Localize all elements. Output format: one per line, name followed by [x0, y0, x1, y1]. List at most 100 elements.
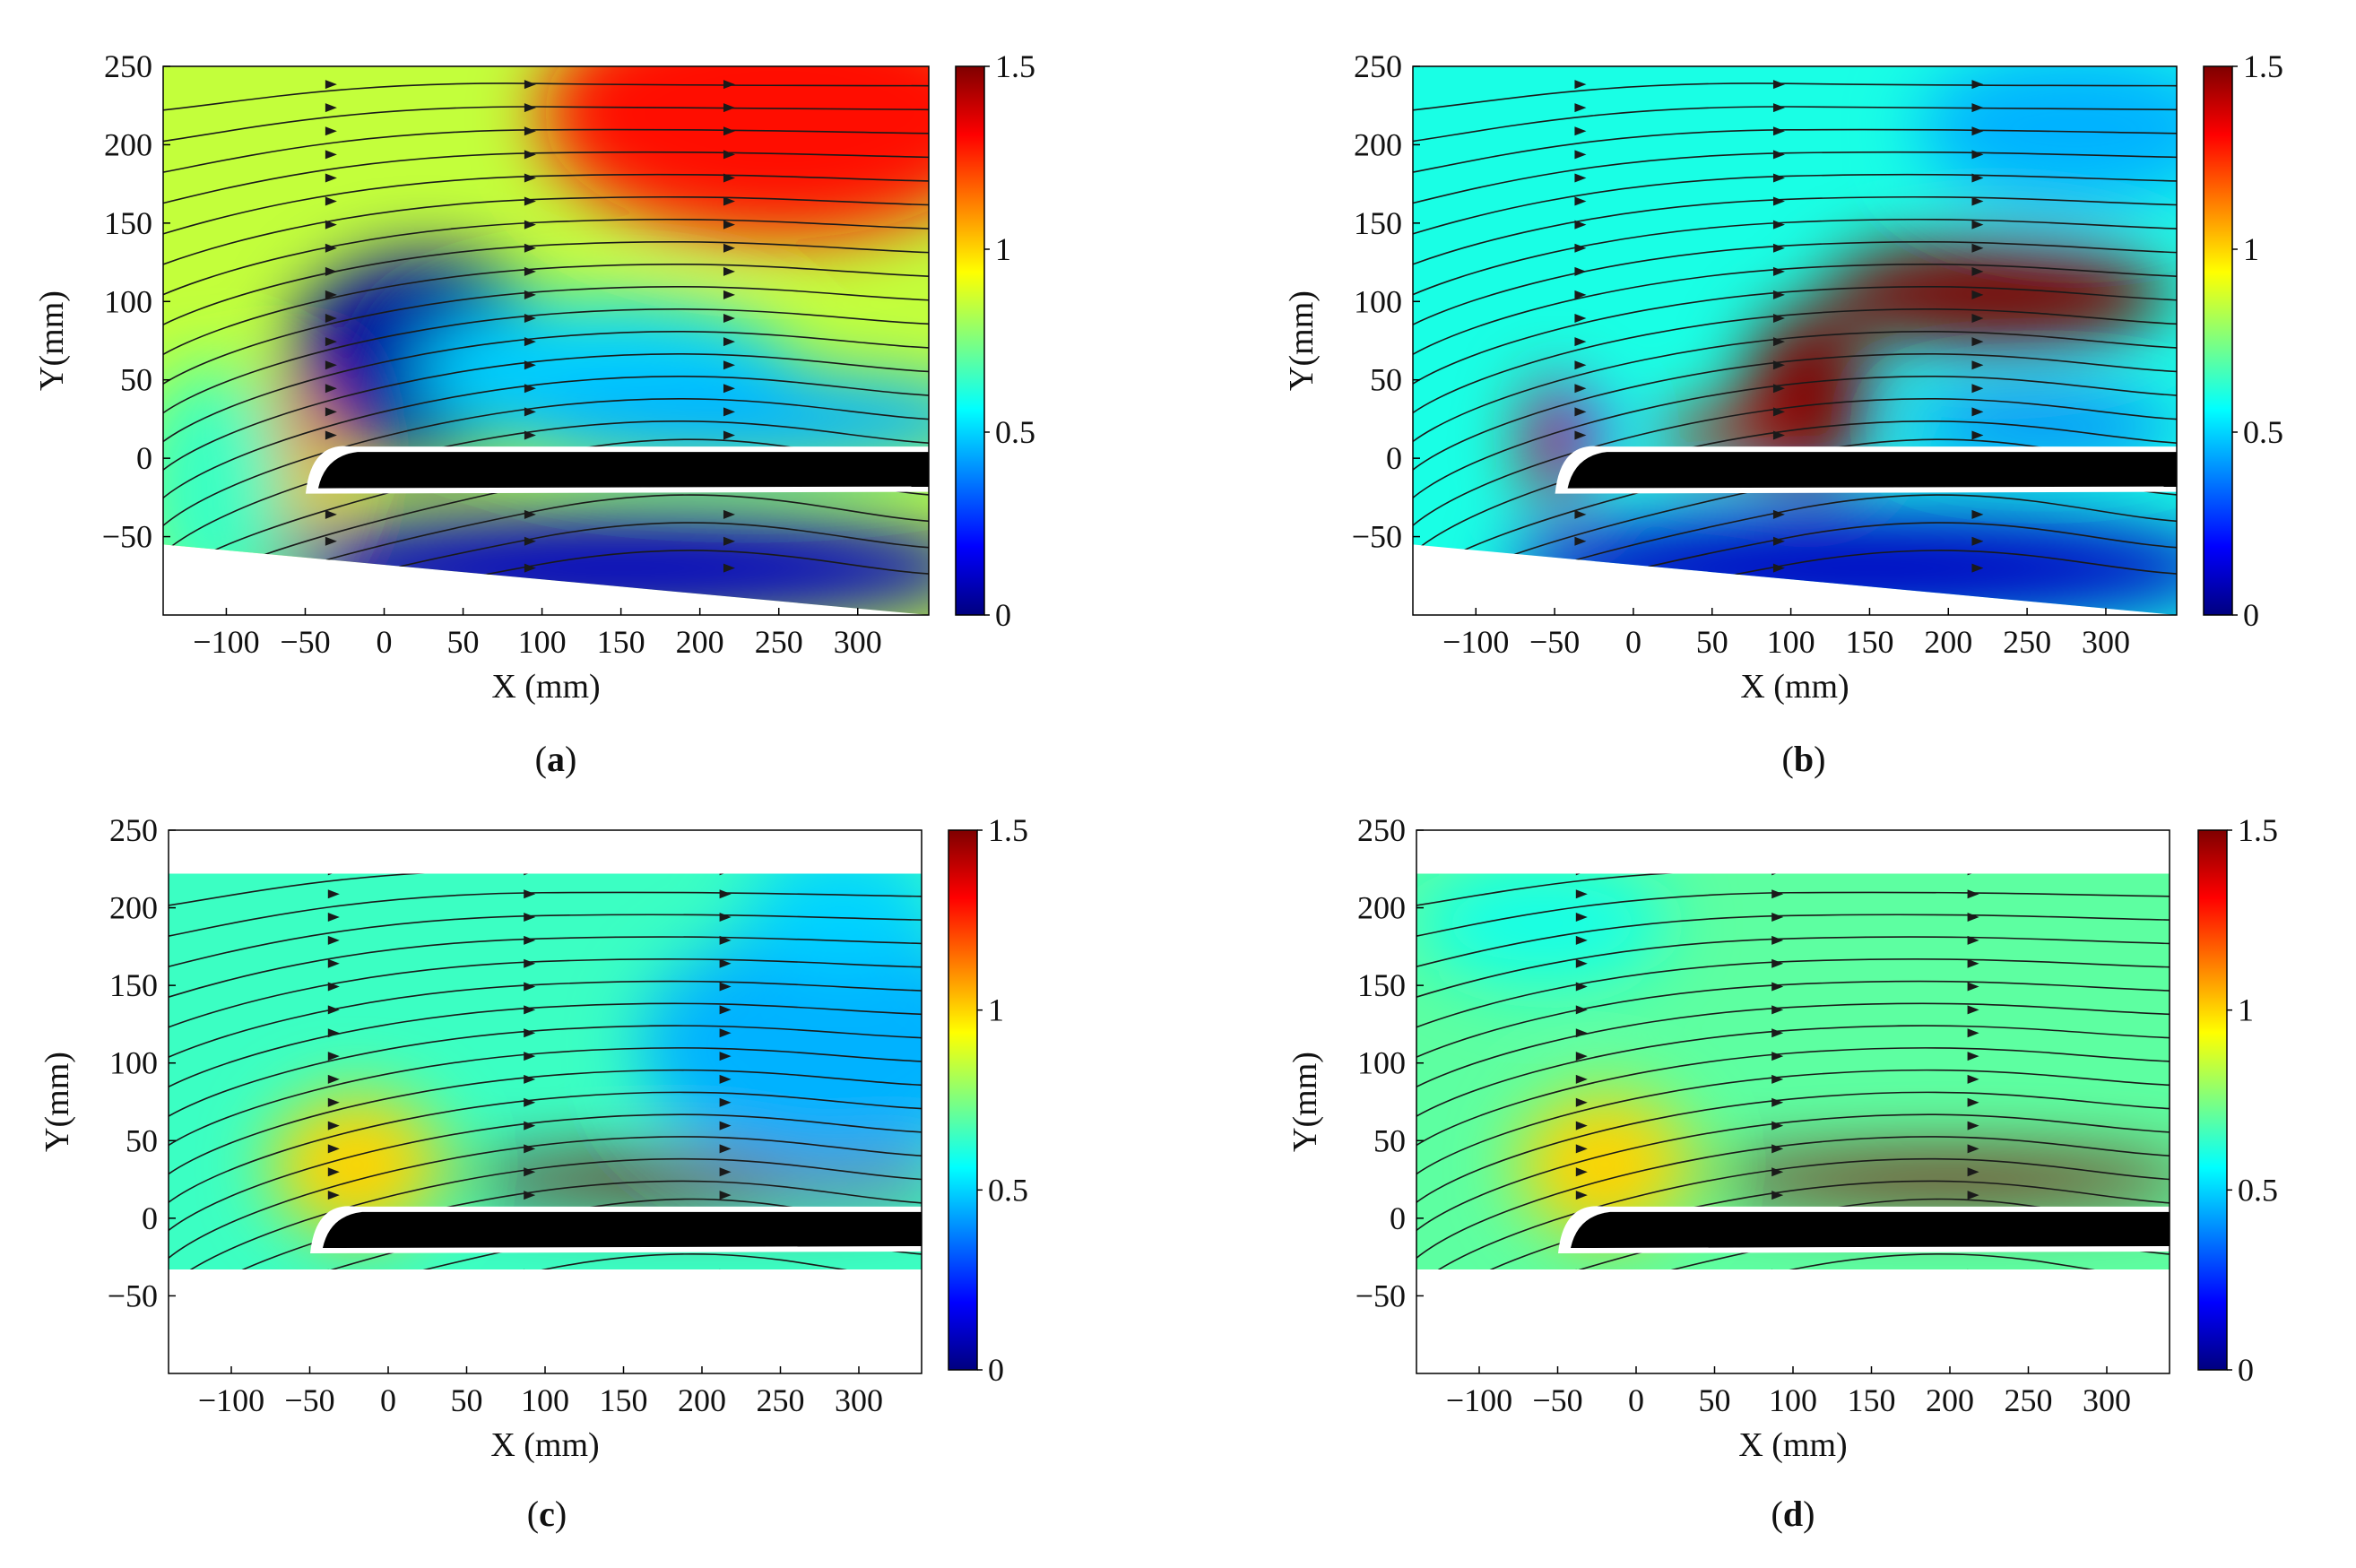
- streamline-arrow: [1771, 958, 1784, 968]
- streamline-arrow: [325, 563, 337, 573]
- streamline-arrow: [719, 958, 732, 968]
- streamline: [163, 285, 929, 399]
- streamline-arrow: [1575, 913, 1588, 923]
- streamline-arrow: [1772, 243, 1785, 253]
- streamline-arrow: [524, 889, 536, 899]
- field-region: [1518, 1094, 1692, 1234]
- blade-body: [323, 1211, 922, 1249]
- streamline-arrow: [327, 1074, 340, 1084]
- streamline: [163, 308, 929, 431]
- streamline-arrow: [1574, 430, 1587, 440]
- x-tick-label: 150: [597, 624, 645, 660]
- streamline-arrow: [719, 982, 732, 992]
- x-tick-label: 150: [1848, 1382, 1896, 1418]
- streamline-arrow: [1967, 1144, 1979, 1154]
- streamline-arrow: [1574, 103, 1587, 113]
- colorbar-tick-label: 1: [2243, 231, 2259, 267]
- streamline-arrow: [723, 360, 735, 370]
- streamline-arrow: [1771, 1167, 1784, 1177]
- streamline: [163, 82, 929, 113]
- panel-label-close: ): [565, 739, 576, 779]
- streamline-arrow: [719, 1028, 732, 1038]
- streamline: [1399, 1309, 2187, 1444]
- streamline-arrow: [723, 196, 735, 206]
- streamline-arrow: [325, 360, 337, 370]
- streamline-arrow: [1967, 913, 1979, 923]
- streamline-arrow: [524, 509, 536, 519]
- streamline-arrow: [524, 290, 536, 299]
- plot-frame: [162, 65, 930, 616]
- streamline: [1416, 1180, 2170, 1269]
- streamline-arrow: [524, 407, 536, 417]
- y-tick-label: 200: [104, 126, 152, 162]
- streamline-arrow: [1772, 126, 1785, 136]
- streamline-arrow: [1574, 243, 1587, 253]
- streamline-arrow: [1971, 536, 1984, 546]
- streamline-arrow: [719, 1167, 732, 1177]
- streamline-arrow: [1771, 935, 1784, 945]
- streamline: [169, 1025, 922, 1130]
- panel-label: (d): [1771, 1494, 1815, 1534]
- y-tick-label: 50: [1370, 362, 1402, 398]
- streamline-arrow: [325, 243, 337, 253]
- streamline: [163, 522, 929, 615]
- streamline-arrow: [1574, 407, 1587, 417]
- streamline-arrow: [723, 243, 735, 253]
- streamline-arrow: [328, 1322, 340, 1331]
- streamline-arrow: [1771, 982, 1784, 992]
- streamline-arrow: [719, 913, 732, 923]
- streamline: [1416, 1113, 2170, 1255]
- streamline: [169, 1253, 922, 1269]
- streamline-arrow: [1771, 1295, 1783, 1304]
- streamline-arrow: [1771, 1322, 1783, 1331]
- colorbar-tick-label: 0.5: [2238, 1172, 2278, 1208]
- streamline-arrow: [524, 220, 536, 230]
- streamline: [1413, 330, 2177, 463]
- streamline-arrow: [1772, 384, 1785, 394]
- blade-profile: [1555, 446, 2177, 494]
- streamline-arrow: [1772, 337, 1785, 347]
- streamline: [163, 352, 929, 495]
- streamline-arrow: [524, 173, 536, 183]
- streamline-arrow: [1772, 407, 1785, 417]
- colorbar-tick-label: 1.5: [988, 812, 1028, 848]
- field-region: [163, 364, 290, 615]
- streamline-arrow: [325, 103, 337, 113]
- streamline-arrow: [723, 150, 735, 160]
- y-axis: −50 0 50 100 150 200 250 Y(mm): [1286, 812, 1424, 1313]
- y-tick-label: 150: [109, 967, 158, 1003]
- streamline-arrow: [524, 1295, 535, 1304]
- y-axis: −50 0 50 100 150 200 250 Y(mm): [1283, 48, 1420, 555]
- x-tick-label: 50: [447, 624, 480, 660]
- streamline-arrow: [720, 1269, 732, 1278]
- streamline-arrow: [1967, 1097, 1979, 1107]
- y-tick-label: 0: [1386, 440, 1402, 476]
- streamline: [1413, 308, 2177, 431]
- y-tick-label: −50: [1356, 1278, 1406, 1313]
- x-tick-label: −50: [1529, 624, 1580, 660]
- streamline: [163, 397, 929, 559]
- x-tick-label: 150: [1845, 624, 1893, 660]
- streamline-arrow: [524, 103, 536, 113]
- colorbar-tick-label: 1: [988, 992, 1004, 1028]
- streamline: [1413, 352, 2177, 495]
- streamline-arrow: [723, 126, 735, 136]
- streamline-arrow: [719, 1144, 732, 1154]
- streamline-arrow: [1574, 173, 1587, 183]
- x-tick-label: 0: [380, 1382, 396, 1418]
- streamline-arrow: [1772, 314, 1785, 324]
- streamline-arrow: [327, 1097, 340, 1107]
- streamline-arrow: [1574, 266, 1587, 276]
- streamline-arrow: [1772, 430, 1785, 440]
- streamline-arrow: [723, 384, 735, 394]
- x-axis-label: X (mm): [1738, 1426, 1847, 1464]
- velocity-field: [163, 66, 929, 615]
- streamline-arrow: [1772, 360, 1785, 370]
- streamline-arrow: [1971, 103, 1984, 113]
- streamline: [1413, 285, 2177, 399]
- velocity-field: [1413, 66, 2177, 615]
- streamline-arrow: [1772, 509, 1785, 519]
- streamline-arrow: [1971, 430, 1984, 440]
- streamline-arrow: [325, 430, 337, 440]
- blade-body: [1567, 452, 2177, 489]
